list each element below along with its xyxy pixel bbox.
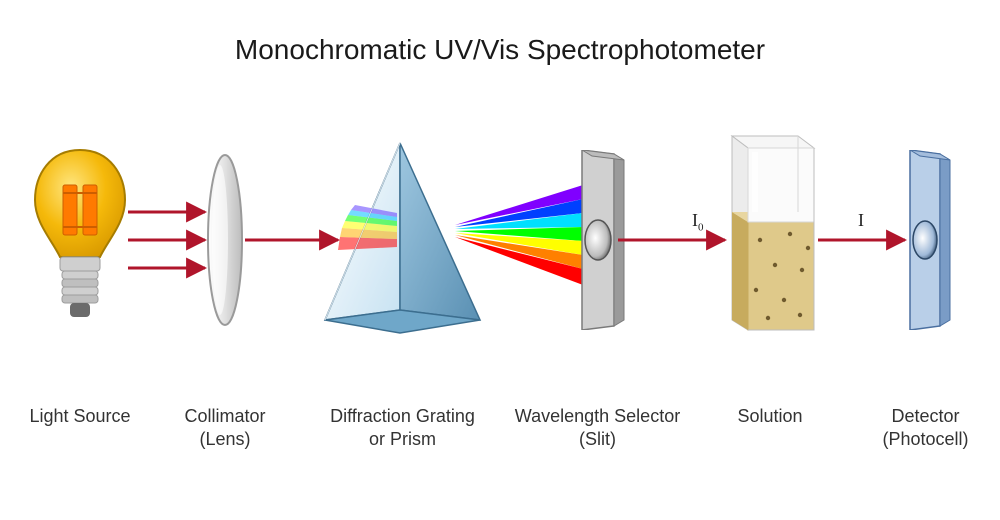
i-label: I <box>858 210 864 231</box>
label-detector: Detector (Photocell) <box>858 405 993 450</box>
label-collimator-main: Collimator <box>184 406 265 426</box>
label-detector-main: Detector <box>891 406 959 426</box>
label-detector-sub: (Photocell) <box>882 429 968 449</box>
label-slit-sub: (Slit) <box>579 429 616 449</box>
label-light-source: Light Source <box>0 405 160 428</box>
label-prism-main: Diffraction Grating <box>330 406 475 426</box>
label-slit: Wavelength Selector (Slit) <box>500 405 695 450</box>
label-slit-main: Wavelength Selector <box>515 406 680 426</box>
label-prism: Diffraction Grating or Prism <box>305 405 500 450</box>
label-collimator: Collimator (Lens) <box>150 405 300 450</box>
i0-label: I0 <box>692 210 704 234</box>
label-solution: Solution <box>700 405 840 428</box>
label-collimator-sub: (Lens) <box>199 429 250 449</box>
label-prism-sub: or Prism <box>369 429 436 449</box>
